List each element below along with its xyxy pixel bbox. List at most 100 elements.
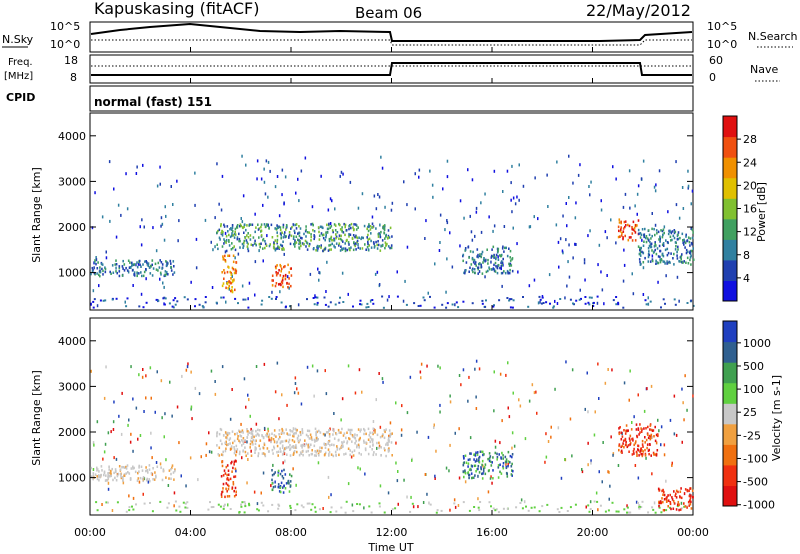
range-cell [128, 472, 131, 475]
range-cell [643, 233, 646, 236]
range-cell [474, 234, 476, 238]
range-cell [276, 247, 278, 250]
range-cell [474, 460, 477, 463]
range-cell [205, 453, 207, 457]
range-cell [487, 490, 490, 494]
range-cell [488, 459, 491, 463]
range-cell [386, 237, 389, 240]
range-cell [274, 480, 276, 484]
range-cell [275, 274, 278, 277]
range-cell [95, 256, 97, 259]
range-cell [479, 450, 482, 453]
range-cell [473, 464, 476, 468]
range-cell [488, 266, 490, 269]
range-cell [482, 258, 485, 262]
range-cell [660, 306, 662, 309]
range-cell [642, 244, 645, 247]
range-cell [361, 247, 364, 250]
range-cell [278, 246, 281, 249]
range-cell [427, 291, 429, 295]
range-cell [220, 493, 223, 496]
range-cell [680, 501, 683, 505]
range-cell [295, 241, 298, 244]
range-cell [387, 491, 390, 495]
range-cell [138, 272, 140, 275]
range-cell [653, 250, 655, 253]
range-cell [511, 257, 514, 260]
range-cell [681, 261, 683, 264]
range-cell [363, 506, 365, 510]
range-cell [271, 482, 274, 485]
range-cell [688, 240, 691, 244]
range-cell [317, 438, 319, 441]
range-cell [294, 509, 297, 512]
range-cell [481, 450, 484, 454]
range-cell [669, 418, 672, 422]
range-cell [99, 266, 101, 269]
range-cell [432, 195, 434, 199]
range-cell [149, 272, 152, 275]
range-cell [639, 248, 641, 252]
range-cell [286, 225, 288, 228]
range-cell [141, 375, 144, 379]
range-cell [283, 431, 285, 435]
range-cell [140, 265, 142, 268]
range-cell [239, 246, 241, 249]
range-cell [91, 226, 94, 230]
range-cell [494, 261, 497, 265]
range-cell [665, 509, 668, 512]
range-cell [275, 298, 277, 300]
range-cell [686, 408, 688, 412]
range-cell [683, 505, 686, 508]
range-cell [184, 502, 187, 505]
range-cell [384, 430, 386, 434]
range-cell [287, 445, 290, 449]
range-cell [384, 241, 387, 244]
range-cell [488, 267, 491, 271]
range-cell [497, 464, 500, 467]
range-cell [380, 446, 382, 449]
range-cell [662, 228, 665, 231]
range-cell [110, 474, 112, 478]
range-cell [226, 464, 229, 467]
range-cell [138, 464, 140, 468]
range-cell [433, 306, 436, 309]
range-cell [610, 435, 612, 439]
range-cell [190, 407, 192, 411]
range-cell [234, 269, 237, 272]
range-cell [639, 263, 642, 266]
range-cell [620, 228, 622, 231]
range-cell [141, 274, 143, 278]
range-cell [305, 245, 307, 248]
range-cell [470, 468, 472, 472]
range-cell [225, 235, 228, 238]
range-cell [651, 472, 653, 476]
range-cell [126, 269, 129, 272]
range-cell [227, 431, 229, 435]
range-cell [225, 249, 228, 253]
range-cell [310, 508, 313, 511]
range-cell [260, 225, 262, 229]
range-cell [657, 255, 660, 258]
range-cell [653, 453, 655, 456]
range-cell [271, 488, 274, 491]
range-cell [281, 277, 284, 280]
range-cell [367, 452, 370, 456]
range-cell [459, 199, 462, 203]
range-cell [234, 248, 237, 252]
range-cell [355, 439, 357, 443]
range-cell [210, 450, 213, 454]
range-cell [125, 266, 127, 270]
range-cell [271, 279, 273, 282]
range-cell [507, 460, 510, 463]
range-cell [302, 443, 305, 447]
range-cell [294, 239, 296, 242]
range-cell [334, 229, 337, 232]
range-cell [462, 455, 465, 458]
range-cell [177, 239, 179, 243]
range-cell [142, 492, 144, 496]
range-cell [272, 485, 275, 489]
range-cell [500, 260, 503, 263]
range-cell [233, 439, 236, 443]
range-cell [473, 259, 476, 262]
